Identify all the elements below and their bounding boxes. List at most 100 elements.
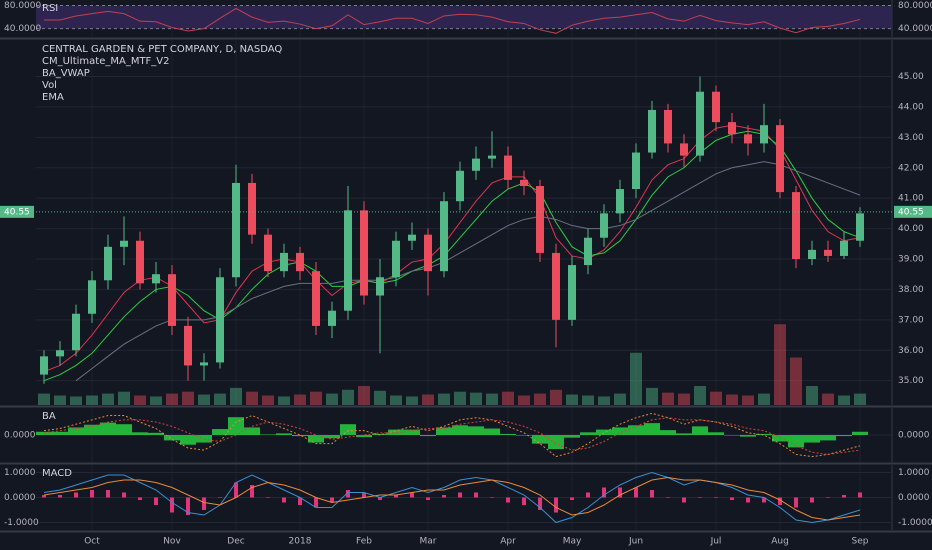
chart-title: CENTRAL GARDEN & PET COMPANY, D, NASDAQ [42, 44, 282, 55]
candle-body [40, 356, 48, 375]
volume-bar [182, 391, 194, 405]
y-tick-label-left: 0.0000 [4, 431, 36, 441]
volume-bar [486, 393, 498, 405]
histogram-bar [68, 427, 84, 435]
histogram-bar [746, 497, 750, 503]
volume-bar [838, 395, 850, 405]
y-tick-label: 41.00 [898, 194, 924, 204]
histogram-bar [42, 495, 46, 498]
histogram-bar [660, 430, 676, 435]
histogram-bar [324, 435, 340, 439]
indicator-line [43, 476, 861, 521]
histogram-bar [564, 435, 580, 438]
y-tick-label: 1.0000 [898, 468, 930, 478]
histogram-bar [202, 497, 206, 510]
histogram-bar [522, 497, 526, 505]
candle-body [776, 125, 784, 193]
x-tick-label: May [563, 537, 582, 547]
histogram-bar [698, 497, 702, 498]
x-tick-label: Jun [628, 537, 643, 547]
last-price-label: 40.55 [898, 207, 924, 217]
volume-bar [406, 396, 418, 405]
candle-body [536, 186, 544, 253]
candle-body [232, 182, 240, 278]
last-price-box-left [0, 205, 34, 218]
legend-entry: EMA [42, 92, 64, 103]
histogram-bar [218, 497, 222, 498]
histogram-bar [292, 435, 308, 437]
volume-bar [710, 391, 722, 405]
histogram-bar [234, 482, 238, 498]
volume-bar [806, 386, 818, 405]
y-tick-label: 36.00 [898, 346, 924, 356]
y-tick-label: 39.00 [898, 255, 924, 265]
volume-bar [390, 395, 402, 405]
histogram-bar [84, 424, 100, 435]
y-tick-label: 37.00 [898, 315, 924, 325]
histogram-bar [468, 426, 484, 435]
histogram-bar [484, 428, 500, 435]
candle-body [568, 265, 576, 320]
x-tick-label: Jul [710, 537, 722, 547]
histogram-bar [516, 435, 532, 436]
volume-bar [502, 391, 514, 405]
volume-bar [134, 395, 146, 405]
histogram-bar [820, 435, 836, 441]
histogram-bar [148, 432, 164, 435]
candle-body [488, 155, 496, 159]
histogram-bar [404, 429, 420, 435]
x-tick-label: Feb [356, 537, 372, 547]
volume-bar [454, 391, 466, 405]
moving-average [75, 161, 861, 382]
histogram-bar [74, 492, 78, 498]
volume-bar [230, 387, 242, 405]
histogram-bar [474, 492, 478, 498]
candle-body [136, 240, 144, 284]
candle-body [744, 134, 752, 144]
candle-body [856, 213, 864, 241]
histogram-bar [500, 433, 516, 435]
y-tick-label: 44.00 [898, 102, 924, 112]
x-tick-label: Mar [420, 537, 437, 547]
histogram-bar [388, 429, 404, 435]
y-tick-label: 38.00 [898, 285, 924, 295]
histogram-bar [532, 435, 548, 444]
histogram-bar [372, 433, 388, 435]
histogram-bar [100, 422, 116, 435]
candle-body [312, 271, 320, 326]
histogram-bar [122, 492, 126, 498]
legend-entry: BA_VWAP [42, 68, 90, 79]
rsi-line [44, 7, 861, 34]
candle-body [552, 252, 560, 320]
candle-body [632, 152, 640, 190]
moving-average [43, 124, 861, 373]
histogram-bar [244, 427, 260, 435]
histogram-bar [228, 417, 244, 435]
y-tick-label: 40.0000 [898, 24, 932, 34]
volume-bar [742, 395, 754, 405]
y-tick-label: 45.00 [898, 72, 924, 82]
histogram-bar [36, 431, 52, 435]
histogram-bar [394, 495, 398, 498]
volume-bar [358, 386, 370, 405]
histogram-bar [596, 429, 612, 435]
histogram-bar [362, 492, 366, 498]
histogram-bar [330, 497, 334, 503]
candle-body [88, 280, 96, 314]
candle-body [264, 234, 272, 272]
histogram-bar [778, 497, 782, 505]
candle-body [648, 109, 656, 153]
histogram-bar [650, 490, 654, 498]
y-tick-label: 35.00 [898, 376, 924, 386]
candle-body [728, 122, 736, 135]
y-tick-label: 0.0000 [898, 493, 930, 503]
candle-body [200, 362, 208, 366]
histogram-bar [858, 492, 862, 498]
histogram-bar [356, 435, 372, 438]
candle-body [808, 249, 816, 259]
histogram-bar [452, 425, 468, 435]
volume-bar [118, 391, 130, 405]
y-tick-label-left: 40.0000 [4, 24, 41, 34]
histogram-bar [788, 435, 804, 448]
volume-bar [774, 324, 786, 405]
